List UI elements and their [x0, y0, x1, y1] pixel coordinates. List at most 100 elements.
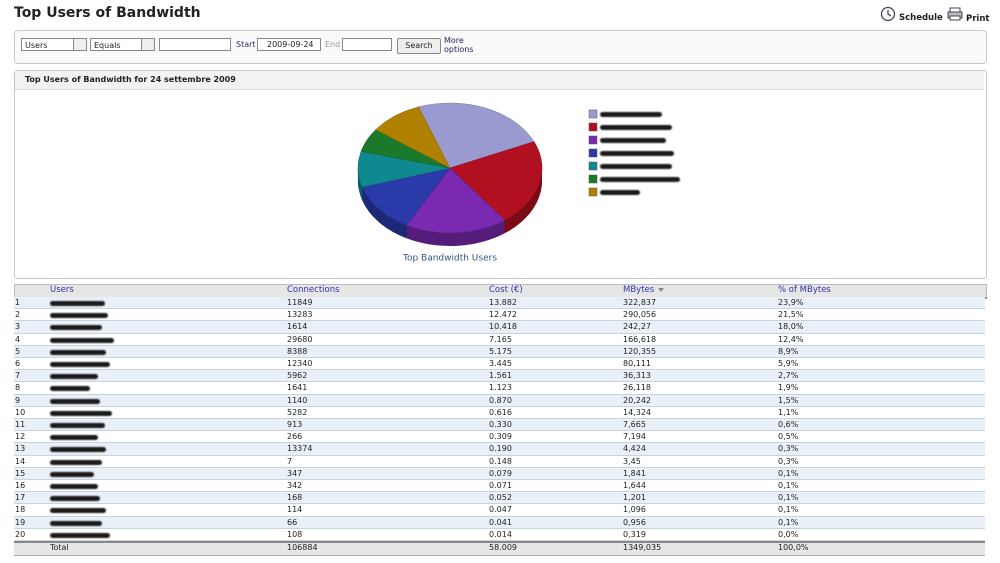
- row-index: 20: [15, 529, 26, 539]
- value-input[interactable]: [159, 38, 231, 51]
- table-row: [14, 504, 985, 517]
- user-redaction: [50, 471, 94, 477]
- schedule-icon[interactable]: [880, 6, 896, 22]
- table-cell: 7,665: [623, 420, 646, 429]
- table-cell: 29680: [287, 334, 313, 344]
- table-row: [14, 516, 985, 529]
- row-index: 15: [15, 468, 26, 478]
- table-cell: 913: [287, 420, 303, 429]
- table-cell: 342: [287, 481, 303, 490]
- table-cell: 1,096: [623, 505, 646, 515]
- user-redaction: [50, 313, 108, 319]
- row-index: 9: [15, 395, 21, 405]
- legend-redaction: [600, 112, 662, 117]
- table-cell: 0,1%: [778, 468, 799, 478]
- table-row: [14, 528, 985, 541]
- table-cell: 0.330: [489, 420, 512, 429]
- table-cell: 18,0%: [778, 322, 804, 332]
- table-cell: 11849: [287, 298, 313, 307]
- table-cell: 266: [287, 432, 303, 442]
- table-cell: 1,5%: [778, 395, 799, 405]
- table-cell: 14,324: [623, 407, 651, 417]
- legend-swatch: [588, 122, 598, 132]
- search-button[interactable]: Search: [397, 38, 441, 54]
- row-index: 4: [15, 334, 21, 344]
- table-row: [14, 370, 985, 383]
- table-row: [14, 480, 985, 493]
- pie-slice: [449, 141, 543, 221]
- table-cell: 0,6%: [778, 420, 799, 429]
- table-cell: 347: [287, 468, 303, 478]
- table-cell: 0.041: [489, 517, 512, 527]
- operator-select[interactable]: Equals: [90, 38, 155, 51]
- table-cell: 20,242: [623, 395, 651, 405]
- table-cell: 12340: [287, 359, 313, 368]
- table-cell: 5,9%: [778, 359, 799, 368]
- table-row: [14, 467, 985, 480]
- row-index: 6: [15, 359, 21, 368]
- table-cell: 0.870: [489, 395, 512, 405]
- total-cell: 58.009: [489, 543, 517, 552]
- row-index: 10: [15, 407, 26, 417]
- user-redaction: [50, 337, 114, 343]
- table-cell: 1,9%: [778, 383, 799, 393]
- table-cell: 0.071: [489, 481, 512, 490]
- table-cell: 5.175: [489, 346, 512, 356]
- row-index: 1: [15, 298, 21, 307]
- table-cell: 13.882: [489, 298, 517, 307]
- legend-redaction: [600, 138, 666, 143]
- row-index: 8: [15, 383, 21, 393]
- table-cell: 1,201: [623, 493, 646, 503]
- table-cell: 0,3%: [778, 444, 799, 454]
- table-cell: 1641: [287, 383, 308, 393]
- table-cell: 168: [287, 493, 303, 503]
- pie-slice: [361, 167, 451, 226]
- table-cell: 0.309: [489, 432, 512, 442]
- table-cell: 120,355: [623, 346, 657, 356]
- table-row: [14, 297, 985, 310]
- table-cell: 0,956: [623, 517, 646, 527]
- user-redaction: [50, 496, 100, 502]
- start-label: Start: [236, 40, 256, 49]
- table-cell: 80,111: [623, 359, 651, 368]
- print-icon[interactable]: [947, 7, 963, 21]
- user-redaction: [50, 447, 106, 453]
- table-row: [14, 321, 985, 334]
- users-table: Users Connections Cost (€) MBytes % of MByte…: [14, 284, 987, 556]
- end-input[interactable]: [342, 38, 392, 51]
- table-cell: 10.418: [489, 322, 517, 332]
- table-cell: 322,837: [623, 298, 657, 307]
- user-redaction: [50, 520, 102, 526]
- table-cell: 23,9%: [778, 298, 804, 307]
- more-options-link[interactable]: More options: [444, 36, 474, 54]
- row-index: 14: [15, 456, 26, 466]
- legend-swatch: [588, 148, 598, 158]
- table-cell: 0,5%: [778, 432, 799, 442]
- table-cell: 0.148: [489, 456, 512, 466]
- row-index: 2: [15, 310, 21, 320]
- row-index: 12: [15, 432, 26, 442]
- start-date[interactable]: 2009-09-24: [257, 38, 321, 51]
- table-row: [14, 333, 985, 346]
- table-row: [14, 455, 985, 468]
- column-header: % of MBytes: [778, 285, 831, 295]
- table-cell: 0.052: [489, 493, 512, 503]
- print-link[interactable]: Print: [966, 14, 990, 24]
- table-cell: 0,1%: [778, 505, 799, 515]
- table-cell: 26,118: [623, 383, 651, 393]
- table-cell: 1.561: [489, 371, 512, 381]
- field-value: Users: [25, 41, 48, 50]
- table-cell: 0.190: [489, 444, 512, 454]
- total-cell: 100,0%: [778, 543, 809, 552]
- end-label: End: [325, 40, 341, 49]
- table-cell: 108: [287, 529, 303, 539]
- chart-caption: Top Bandwidth Users: [402, 254, 497, 264]
- field-select[interactable]: Users: [21, 38, 87, 51]
- table-cell: 1140: [287, 395, 308, 405]
- table-cell: 7.165: [489, 334, 512, 344]
- schedule-link[interactable]: Schedule: [899, 13, 943, 23]
- table-cell: 0,0%: [778, 529, 799, 539]
- user-redaction: [50, 398, 100, 404]
- user-redaction: [50, 349, 106, 355]
